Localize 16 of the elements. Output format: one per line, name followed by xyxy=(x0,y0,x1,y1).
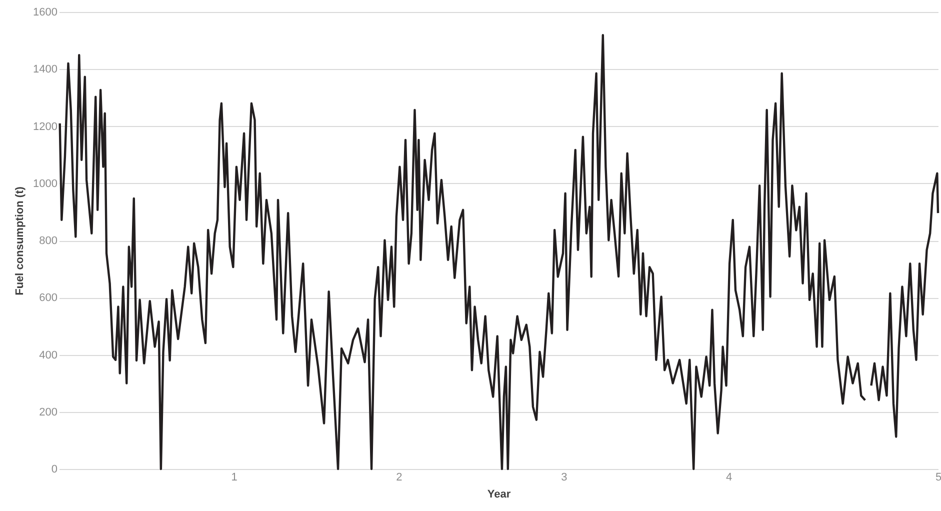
x-tick-label: 2 xyxy=(396,472,402,484)
y-tick-label: 1400 xyxy=(33,64,58,76)
y-tick-label: 600 xyxy=(39,292,58,304)
y-tick-label: 1600 xyxy=(33,6,58,18)
x-axis-title: Year xyxy=(487,488,512,500)
y-tick-label: 800 xyxy=(39,235,58,247)
x-tick-label: 4 xyxy=(726,472,732,484)
x-tick-label: 1 xyxy=(231,472,238,484)
y-tick-label: 200 xyxy=(39,406,58,418)
y-axis-title: Fuel consumption (t) xyxy=(14,186,26,296)
y-tick-label: 1000 xyxy=(33,178,58,190)
x-tick-label: 5 xyxy=(935,472,941,484)
y-tick-label: 0 xyxy=(51,464,58,476)
y-tick-label: 1200 xyxy=(33,120,58,133)
y-tick-label: 400 xyxy=(39,349,58,362)
x-tick-label: 3 xyxy=(561,472,568,484)
